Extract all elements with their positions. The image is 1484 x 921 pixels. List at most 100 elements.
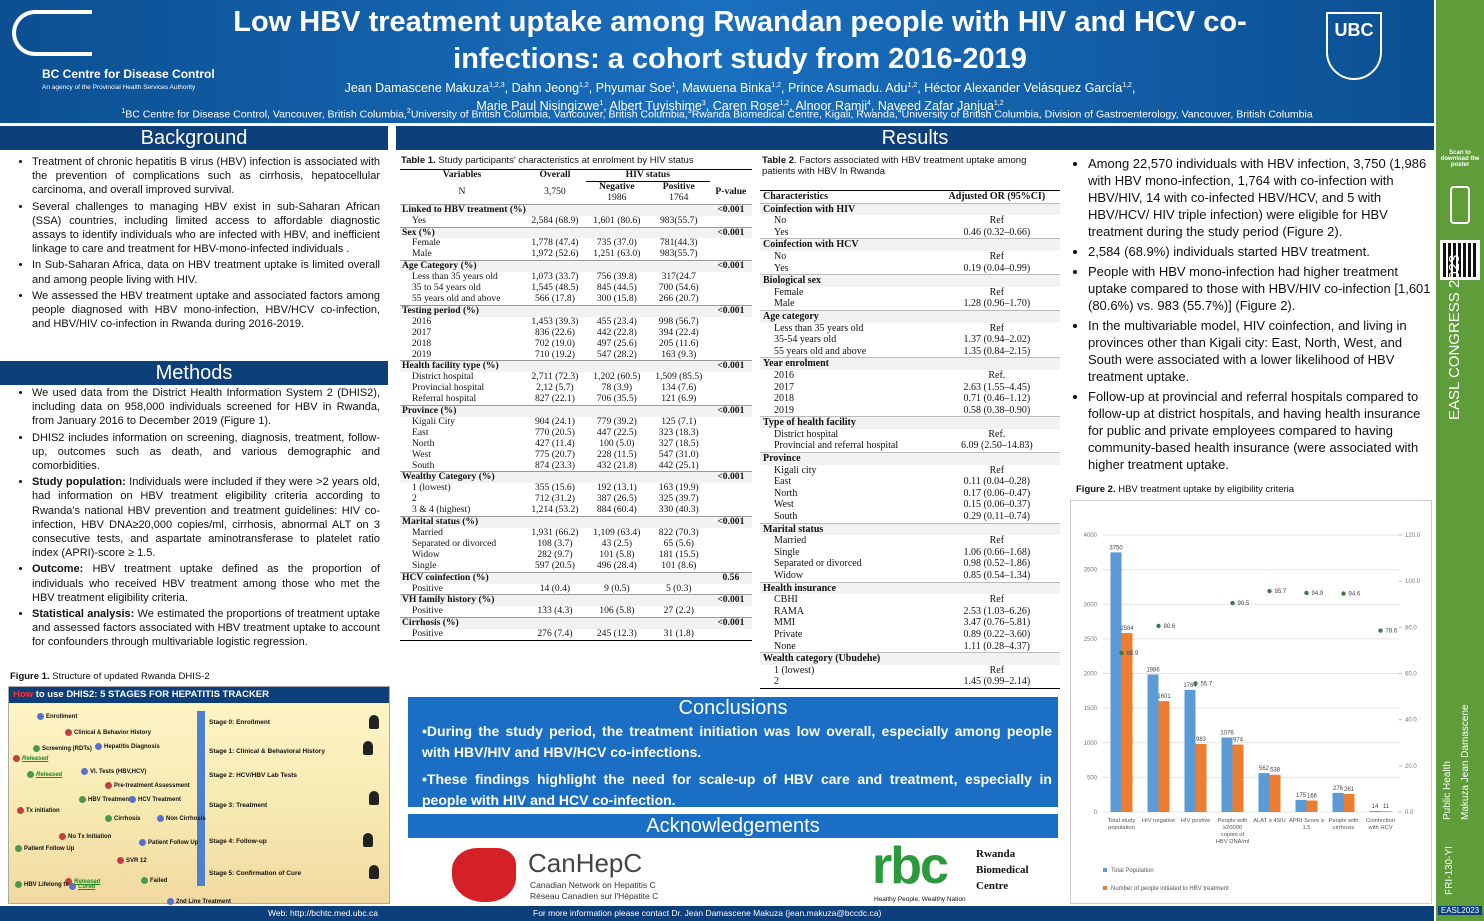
node-dot [13,755,20,762]
cell: 1.06 (0.66–1.68) [963,546,1031,558]
caption: Study participants' characteristics at e… [438,155,694,166]
bar [1195,743,1207,812]
y-tick-label: 1500 [1084,706,1098,712]
cell: 0.71 (0.46–1.12) [963,393,1031,405]
table-row: Male 1,972 (52.6) 1,251 (63.0) 983(55.7) [400,248,752,260]
node-label: Enrollment [46,713,78,720]
cell: 0.19 (0.04–0.99) [963,262,1031,274]
cell: 55 years old and above [412,292,501,304]
author-name: Caren Rose [712,99,780,114]
cell: 31 (1.8) [663,628,694,640]
bar-label: 1764 [1183,683,1197,689]
person-icon [363,741,373,755]
cell: 55 years old and above [774,345,867,357]
figure1-title: How to use DHIS2: 5 STAGES FOR HEPATITIS… [9,687,389,703]
cell: 1,109 (63.4) [593,527,641,538]
tag: EASL2023 [1438,906,1482,915]
cell: 3.47 (0.76–5.81) [963,617,1031,629]
table-row: Coinfection with HCV [760,238,1060,251]
point-label: 90.5 [1238,601,1250,607]
bullet-text: DHIS2 includes information on screening,… [32,431,380,473]
y-tick-label: 4000 [1084,533,1098,539]
cell: Yes [774,226,789,238]
cell: 1.37 (0.94–2.02) [963,334,1031,346]
table-row: MMI 3.47 (0.76–5.81) [760,617,1060,629]
node-dot [37,713,44,720]
stage-label: Stage 0: Enrollment [209,719,271,726]
section-label: Health facility type (%) [400,360,710,373]
cell [710,494,752,505]
header-text: 1986 [607,191,627,203]
node: No Tx Initiation [59,833,111,840]
author-aff: 1 [671,82,676,89]
cell [710,283,752,294]
table-row: 35-54 years old 1.37 (0.94–2.02) [760,334,1060,346]
table-row: 2019 0.58 (0.38–0.90) [760,405,1060,417]
node: Pre-treatment Assessment [105,782,190,789]
bullet-text: We used data from the District Health In… [32,387,380,428]
cell: 14 (0.4) [539,582,571,594]
cell: 998 (56.7) [658,315,699,327]
cell: 884 (60.4) [596,504,637,516]
table-row: Biological sex [760,274,1060,287]
org-sub: An agency of the Provincial Health Servi… [42,84,196,91]
cell: 775 (20.7) [534,448,575,460]
stage-label: Stage 1: Clinical & Behavioral History [209,748,325,755]
table-row: District hospital 2,711 (72.3) 1,202 (60.5… [400,371,752,383]
org-name: BC Centre for Disease Control [42,67,215,81]
node: Cured [69,883,95,890]
ubc-text: UBC [1334,20,1374,40]
cell: 781(44.3) [659,237,698,249]
header-cell: HIV status [585,169,710,182]
cell: 9 (0.5) [604,582,630,594]
bullet: Among 22,570 individuals with HBV infect… [1088,155,1434,240]
cell: 712 (31.2) [534,493,575,505]
p-value: <0.001 [709,405,752,417]
author: Makuza Jean Damascene [1460,704,1471,820]
canhepc-en: Canadian Network on Hepatitis C [530,880,656,890]
section-label: Province [760,452,1060,465]
point [1267,588,1272,594]
cell [710,383,752,394]
cell: 2016 [774,369,794,381]
table-row: Widow 0.85 (0.54–1.34) [760,570,1060,582]
cell: 735 (37.0) [596,237,637,249]
x-tick-label: Coinfection with HCV [1366,818,1395,831]
p-value: 0.56 [709,571,752,584]
bar [1380,811,1392,812]
table-row: Less than 35 years old Ref [760,323,1060,335]
cell: 1.35 (0.84–2.15) [963,345,1031,357]
table-row: No Ref [760,215,1060,227]
table-row: 1 (lowest) Ref [760,665,1060,677]
cell: West [774,499,794,511]
cell: 822 (70.3) [658,527,699,538]
author-aff: 1,2,3 [489,82,505,89]
cell: 205 (11.6) [658,337,699,349]
node-label: Vl. Tests (HBV,HCV) [90,768,147,775]
table-row: 2 712 (31.2) 387 (26.5) 325 (39.7) [400,493,752,505]
table-row: 3 & 4 (highest) 1,214 (53.2) 884 (60.4) 330… [400,504,752,516]
node: Patient Follow Up [15,845,74,852]
cell: Less than 35 years old [774,322,864,334]
table-row: Wealth category (Ubudehe) [760,652,1060,665]
table-row: Cirrhosis (%) <0.001 [400,617,752,630]
cell: 0.46 (0.32–0.66) [963,226,1031,238]
cell: 756 (39.8) [596,271,637,283]
cell: 0.58 (0.38–0.90) [963,404,1031,416]
cell [710,561,752,572]
x-tick-label: People with ≥20000 copies of HBV DNA/ml [1216,818,1250,845]
cell: 0.15 (0.06–0.37) [963,499,1031,511]
cell: 245 (12.3) [596,628,637,640]
caption-lead: Table 1. [401,155,436,166]
cell: 497 (25.6) [596,337,637,349]
point-label: 95.7 [1275,589,1287,595]
node: Failed [141,877,167,884]
table-row: Provincial hospital 2,12 (5.7) 78 (3.9) 134… [400,382,752,394]
section-label: Type of health facility [760,416,1060,429]
cell [710,394,752,405]
cell: South [774,511,798,523]
aff-num: 1 [121,108,126,115]
x-tick-label: HIV negative [1142,818,1175,824]
caption: HBV treatment uptake by eligibility crit… [1118,484,1295,495]
cell: 181 (15.5) [658,548,699,560]
